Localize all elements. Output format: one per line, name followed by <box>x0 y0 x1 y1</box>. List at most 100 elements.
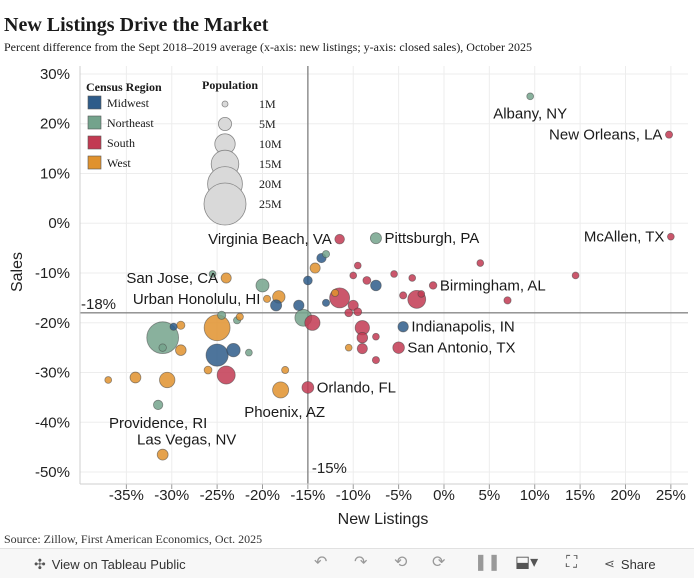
y-tick-label: 20% <box>40 116 70 133</box>
data-point <box>476 259 485 267</box>
refresh-icon[interactable]: ⟳ <box>432 554 446 571</box>
data-point <box>526 92 535 101</box>
data-point <box>159 371 176 389</box>
data-point <box>392 341 405 354</box>
x-axis-title: New Listings <box>338 511 429 528</box>
y-tick-label: -50% <box>35 464 70 481</box>
tableau-logo-icon: ✣ <box>34 556 46 572</box>
legend-region-label: Midwest <box>107 96 150 110</box>
y-tick-label: -30% <box>35 365 70 382</box>
legend-region-label: South <box>107 136 135 150</box>
data-point <box>205 343 229 367</box>
point-label: Birmingham, AL <box>440 277 546 294</box>
x-tick-label: 0% <box>433 487 455 504</box>
reference-lines: -15% -18% <box>80 66 688 484</box>
data-point <box>428 281 438 290</box>
data-point <box>255 278 270 293</box>
data-point <box>158 343 167 352</box>
view-on-tableau-button[interactable]: ✣ View on Tableau Public <box>34 556 186 573</box>
pause-icon[interactable]: ❚❚ <box>474 554 501 571</box>
legend-size-label: 10M <box>259 137 282 151</box>
download-menu-icon[interactable]: ⬓▾ <box>515 554 539 571</box>
share-label: Share <box>620 556 656 572</box>
data-point <box>245 348 253 357</box>
data-point <box>217 310 227 320</box>
ref-label-x: -15% <box>312 460 347 477</box>
legend-region-label: West <box>107 156 131 170</box>
x-tick-label: -25% <box>200 487 235 504</box>
point-label: Virginia Beach, VA <box>208 231 332 248</box>
data-point <box>175 344 187 356</box>
point-label: Las Vegas, NV <box>137 432 236 449</box>
data-point <box>353 261 362 270</box>
data-point <box>303 275 313 286</box>
fullscreen-icon[interactable]: ⛶ <box>566 554 578 571</box>
x-tick-label: 5% <box>479 487 501 504</box>
data-point <box>665 130 674 139</box>
point-label: San Jose, CA <box>126 270 218 287</box>
y-tick-label: -10% <box>35 265 70 282</box>
data-point <box>353 307 363 317</box>
point-labels: Albany, NY New Orleans, LA McAllen, TX Pitt… <box>109 105 664 448</box>
data-point <box>104 376 113 384</box>
data-point <box>322 250 331 259</box>
data-point <box>156 448 169 461</box>
legend: Census Region Midwest Northeast South West Po… <box>86 78 282 226</box>
undo-icon[interactable]: ↶ <box>314 554 328 571</box>
data-point <box>417 290 426 298</box>
scatter-chart: -15% -18% -35% -30% -25% -20% -15% -10% -5% 0% 5%… <box>9 66 688 528</box>
point-label: Pittsburgh, PA <box>385 230 480 247</box>
x-tick-label: 25% <box>656 487 686 504</box>
data-point <box>293 299 305 311</box>
revert-icon[interactable]: ⟲ <box>394 554 408 571</box>
point-label: Providence, RI <box>109 415 207 432</box>
chart-subtitle: Percent difference from the Sept 2018–20… <box>4 40 532 54</box>
y-tick-label: -40% <box>35 414 70 431</box>
ref-label-y: -18% <box>81 296 116 313</box>
data-point <box>203 314 231 342</box>
tableau-toolbar: ✣ View on Tableau Public ↶ ↷ ⟲ ⟳ ❚❚ ⬓▾ ⛶… <box>0 548 694 578</box>
legend-size-title: Population <box>202 78 258 92</box>
data-point <box>571 271 580 280</box>
data-point <box>371 356 380 365</box>
legend-swatch <box>87 155 102 170</box>
x-tick-label: -35% <box>109 487 144 504</box>
data-point <box>169 322 178 331</box>
x-tick-label: -15% <box>290 487 325 504</box>
legend-size-label: 25M <box>259 197 282 211</box>
legend-size-label: 15M <box>259 157 282 171</box>
data-point <box>301 381 315 394</box>
data-point <box>129 371 142 384</box>
view-on-tableau-label: View on Tableau Public <box>51 557 186 572</box>
point-label: Orlando, FL <box>317 379 396 396</box>
data-point <box>349 271 358 280</box>
data-point <box>235 312 244 321</box>
legend-region-label: Northeast <box>107 116 154 130</box>
data-point <box>153 399 164 410</box>
data-point <box>203 365 213 375</box>
redo-icon[interactable]: ↷ <box>354 554 368 571</box>
x-tick-label: 10% <box>520 487 550 504</box>
data-point <box>334 233 345 245</box>
data-point <box>270 299 283 312</box>
y-tick-label: -20% <box>35 315 70 332</box>
data-point <box>397 321 409 333</box>
x-tick-label: 20% <box>610 487 640 504</box>
point-label: McAllen, TX <box>584 229 665 246</box>
data-point <box>208 270 217 278</box>
y-tick-label: 0% <box>48 215 70 232</box>
legend-swatch <box>87 135 102 150</box>
point-label: Indianapolis, IN <box>411 319 514 336</box>
share-button[interactable]: ⋖ Share <box>604 556 656 572</box>
y-axis-title: Sales <box>9 252 26 292</box>
data-point <box>322 298 331 307</box>
share-icon: ⋖ <box>604 556 615 571</box>
legend-region-title: Census Region <box>86 80 162 94</box>
data-point <box>304 314 321 331</box>
data-point <box>370 279 382 292</box>
data-point <box>263 294 272 303</box>
data-point <box>216 365 236 385</box>
legend-size-label: 20M <box>259 177 282 191</box>
point-label: Phoenix, AZ <box>244 404 325 421</box>
data-point <box>331 288 340 297</box>
